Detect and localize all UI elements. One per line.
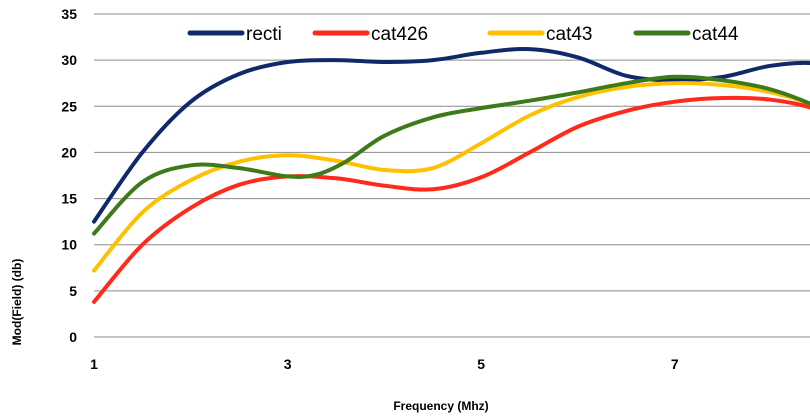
x-tick-label: 3 [284,356,292,372]
legend-label: cat44 [692,24,739,45]
series-line-cat43 [92,81,810,273]
x-axis-title: Frequency (Mhz) [393,399,488,413]
y-tick-label: 25 [61,98,77,114]
series-line-cat426 [92,95,810,304]
legend-item-cat426: cat426 [312,24,428,45]
y-tick-label: 5 [69,283,77,299]
legend-label: recti [246,24,282,45]
y-tick-label: 0 [69,329,77,345]
x-tick-label: 1 [90,356,98,372]
gridlines [94,13,810,292]
series-line-recti [92,46,810,224]
y-axis-ticks: 0 5 10 15 20 25 30 35 [61,6,77,345]
x-tick-label: 7 [671,356,679,372]
series-lines [92,46,810,304]
y-tick-label: 15 [61,191,77,207]
x-tick-label: 5 [477,356,485,372]
legend: recti cat426 cat43 cat44 [187,24,739,45]
y-tick-label: 10 [61,237,77,253]
legend-label: cat426 [371,24,428,45]
y-tick-label: 35 [61,6,77,22]
y-tick-label: 20 [61,144,77,160]
y-axis-title: Mod(Field) (db) [10,259,24,346]
y-tick-label: 30 [61,52,77,68]
series-line-cat44 [92,74,810,236]
legend-label: cat43 [546,24,592,45]
legend-item-recti: recti [187,24,282,45]
legend-item-cat44: cat44 [633,24,739,45]
legend-item-cat43: cat43 [487,24,592,45]
x-axis-ticks: 13579111315 [90,356,679,372]
